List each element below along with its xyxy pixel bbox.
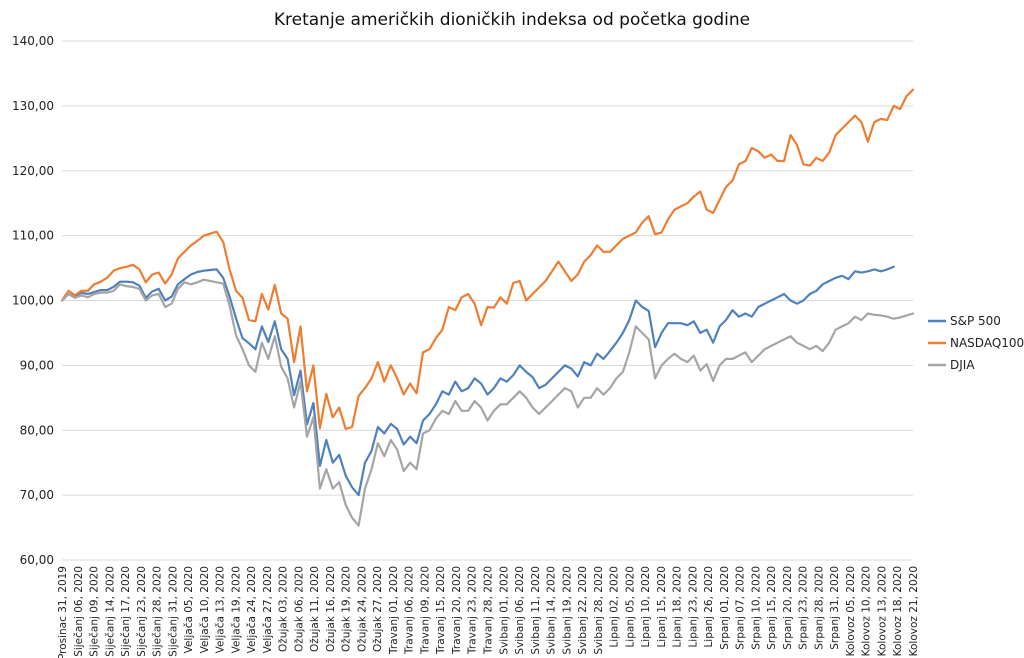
x-tick-label: Siječanj 28, 2020 <box>152 566 164 657</box>
x-tick-label: Srpanj 23, 2020 <box>798 566 810 650</box>
y-tick-label: 120,00 <box>12 164 54 178</box>
x-tick-label: Svibanj 22, 2020 <box>577 566 589 655</box>
series-lines <box>60 88 915 527</box>
x-tick-label: Ožujak 16, 2020 <box>325 566 337 652</box>
x-tick-label: Travanj 28, 2020 <box>483 566 495 655</box>
x-tick-label: Travanj 20, 2020 <box>451 566 463 655</box>
y-tick-label: 140,00 <box>12 34 54 48</box>
y-tick-label: 90,00 <box>20 358 54 372</box>
x-tick-label: Svibanj 01, 2020 <box>498 566 510 655</box>
x-tick-label: Travanj 09, 2020 <box>419 566 431 655</box>
series-line-s-p-500 <box>60 265 895 497</box>
x-tick-label: Srpanj 10, 2020 <box>750 566 762 650</box>
x-tick-label: Svibanj 06, 2020 <box>514 566 526 655</box>
x-tick-label: Ožujak 03, 2020 <box>278 566 290 652</box>
x-tick-label: Travanj 23, 2020 <box>467 566 479 655</box>
x-tick-label: Siječanj 23, 2020 <box>136 566 148 657</box>
x-tick-label: Lipanj 15, 2020 <box>656 566 668 648</box>
x-tick-label: Lipanj 26, 2020 <box>703 566 715 648</box>
y-tick-label: 130,00 <box>12 99 54 113</box>
x-tick-label: Lipanj 23, 2020 <box>687 566 699 648</box>
x-tick-label: Srpanj 07, 2020 <box>735 566 747 650</box>
x-tick-label: Lipanj 10, 2020 <box>640 566 652 648</box>
x-tick-label: Siječanj 14, 2020 <box>104 566 116 657</box>
x-tick-label: Travanj 06, 2020 <box>404 566 416 655</box>
series-line-nasdaq100 <box>60 88 915 431</box>
series-line-djia <box>60 278 915 527</box>
x-tick-label: Veljača 27, 2020 <box>262 566 274 653</box>
x-tick-label: Ožujak 11, 2020 <box>309 566 321 652</box>
chart-title: Kretanje američkih dioničkih indeksa od … <box>274 10 750 30</box>
x-tick-label: Srpanj 15, 2020 <box>766 566 778 650</box>
legend: S&P 500 NASDAQ100 DJIA <box>928 314 1024 372</box>
x-tick-label: Siječanj 17, 2020 <box>120 566 132 657</box>
x-tick-label: Veljača 13, 2020 <box>215 566 227 653</box>
x-tick-label: Srpanj 31, 2020 <box>829 566 841 650</box>
x-tick-label: Veljača 05, 2020 <box>183 566 195 653</box>
x-tick-label: Veljača 10, 2020 <box>199 566 211 653</box>
x-tick-label: Kolovoz 13, 2020 <box>876 566 888 656</box>
x-tick-label: Ožujak 19, 2020 <box>341 566 353 652</box>
x-tick-label: Siječanj 06, 2020 <box>73 566 85 657</box>
y-tick-label: 70,00 <box>20 488 54 502</box>
x-tick-label: Svibanj 28, 2020 <box>593 566 605 655</box>
x-tick-label: Srpanj 01, 2020 <box>719 566 731 650</box>
x-tick-label: Ožujak 24, 2020 <box>356 566 368 652</box>
x-tick-label: Svibanj 19, 2020 <box>561 566 573 655</box>
x-axis-ticks: Prosinac 31, 2019 Siječanj 06, 2020 Siječa… <box>57 566 920 658</box>
x-tick-label: Ožujak 06, 2020 <box>293 566 305 652</box>
x-tick-label: Travanj 15, 2020 <box>435 566 447 655</box>
x-tick-label: Kolovoz 05, 2020 <box>845 566 857 656</box>
x-tick-label: Siječanj 09, 2020 <box>89 566 101 657</box>
x-tick-label: Svibanj 11, 2020 <box>530 566 542 655</box>
x-tick-label: Veljača 24, 2020 <box>246 566 258 653</box>
x-tick-label: Srpanj 28, 2020 <box>813 566 825 650</box>
x-tick-label: Veljača 19, 2020 <box>230 566 242 653</box>
y-tick-label: 80,00 <box>20 423 54 437</box>
x-tick-label: Lipanj 18, 2020 <box>672 566 684 648</box>
y-tick-label: 60,00 <box>20 553 54 567</box>
x-tick-label: Kolovoz 21, 2020 <box>908 566 920 656</box>
y-tick-label: 100,00 <box>12 294 54 308</box>
x-tick-label: Ožujak 27, 2020 <box>372 566 384 652</box>
x-tick-label: Lipanj 02, 2020 <box>609 566 621 648</box>
legend-label: S&P 500 <box>950 314 1001 328</box>
x-tick-label: Travanj 01, 2020 <box>388 566 400 655</box>
x-tick-label: Siječanj 31, 2020 <box>167 566 179 657</box>
y-axis-ticks: 60,00 70,00 80,00 90,00 100,00 110,00 120,00 13… <box>12 34 54 567</box>
x-tick-label: Prosinac 31, 2019 <box>57 566 69 658</box>
x-tick-label: Kolovoz 10, 2020 <box>861 566 873 656</box>
x-tick-label: Srpanj 20, 2020 <box>782 566 794 650</box>
y-tick-label: 110,00 <box>12 229 54 243</box>
x-tick-label: Lipanj 05, 2020 <box>624 566 636 648</box>
x-tick-label: Svibanj 14, 2020 <box>546 566 558 655</box>
legend-label: NASDAQ100 <box>950 336 1024 350</box>
legend-label: DJIA <box>950 358 975 372</box>
x-tick-label: Kolovoz 18, 2020 <box>892 566 904 656</box>
